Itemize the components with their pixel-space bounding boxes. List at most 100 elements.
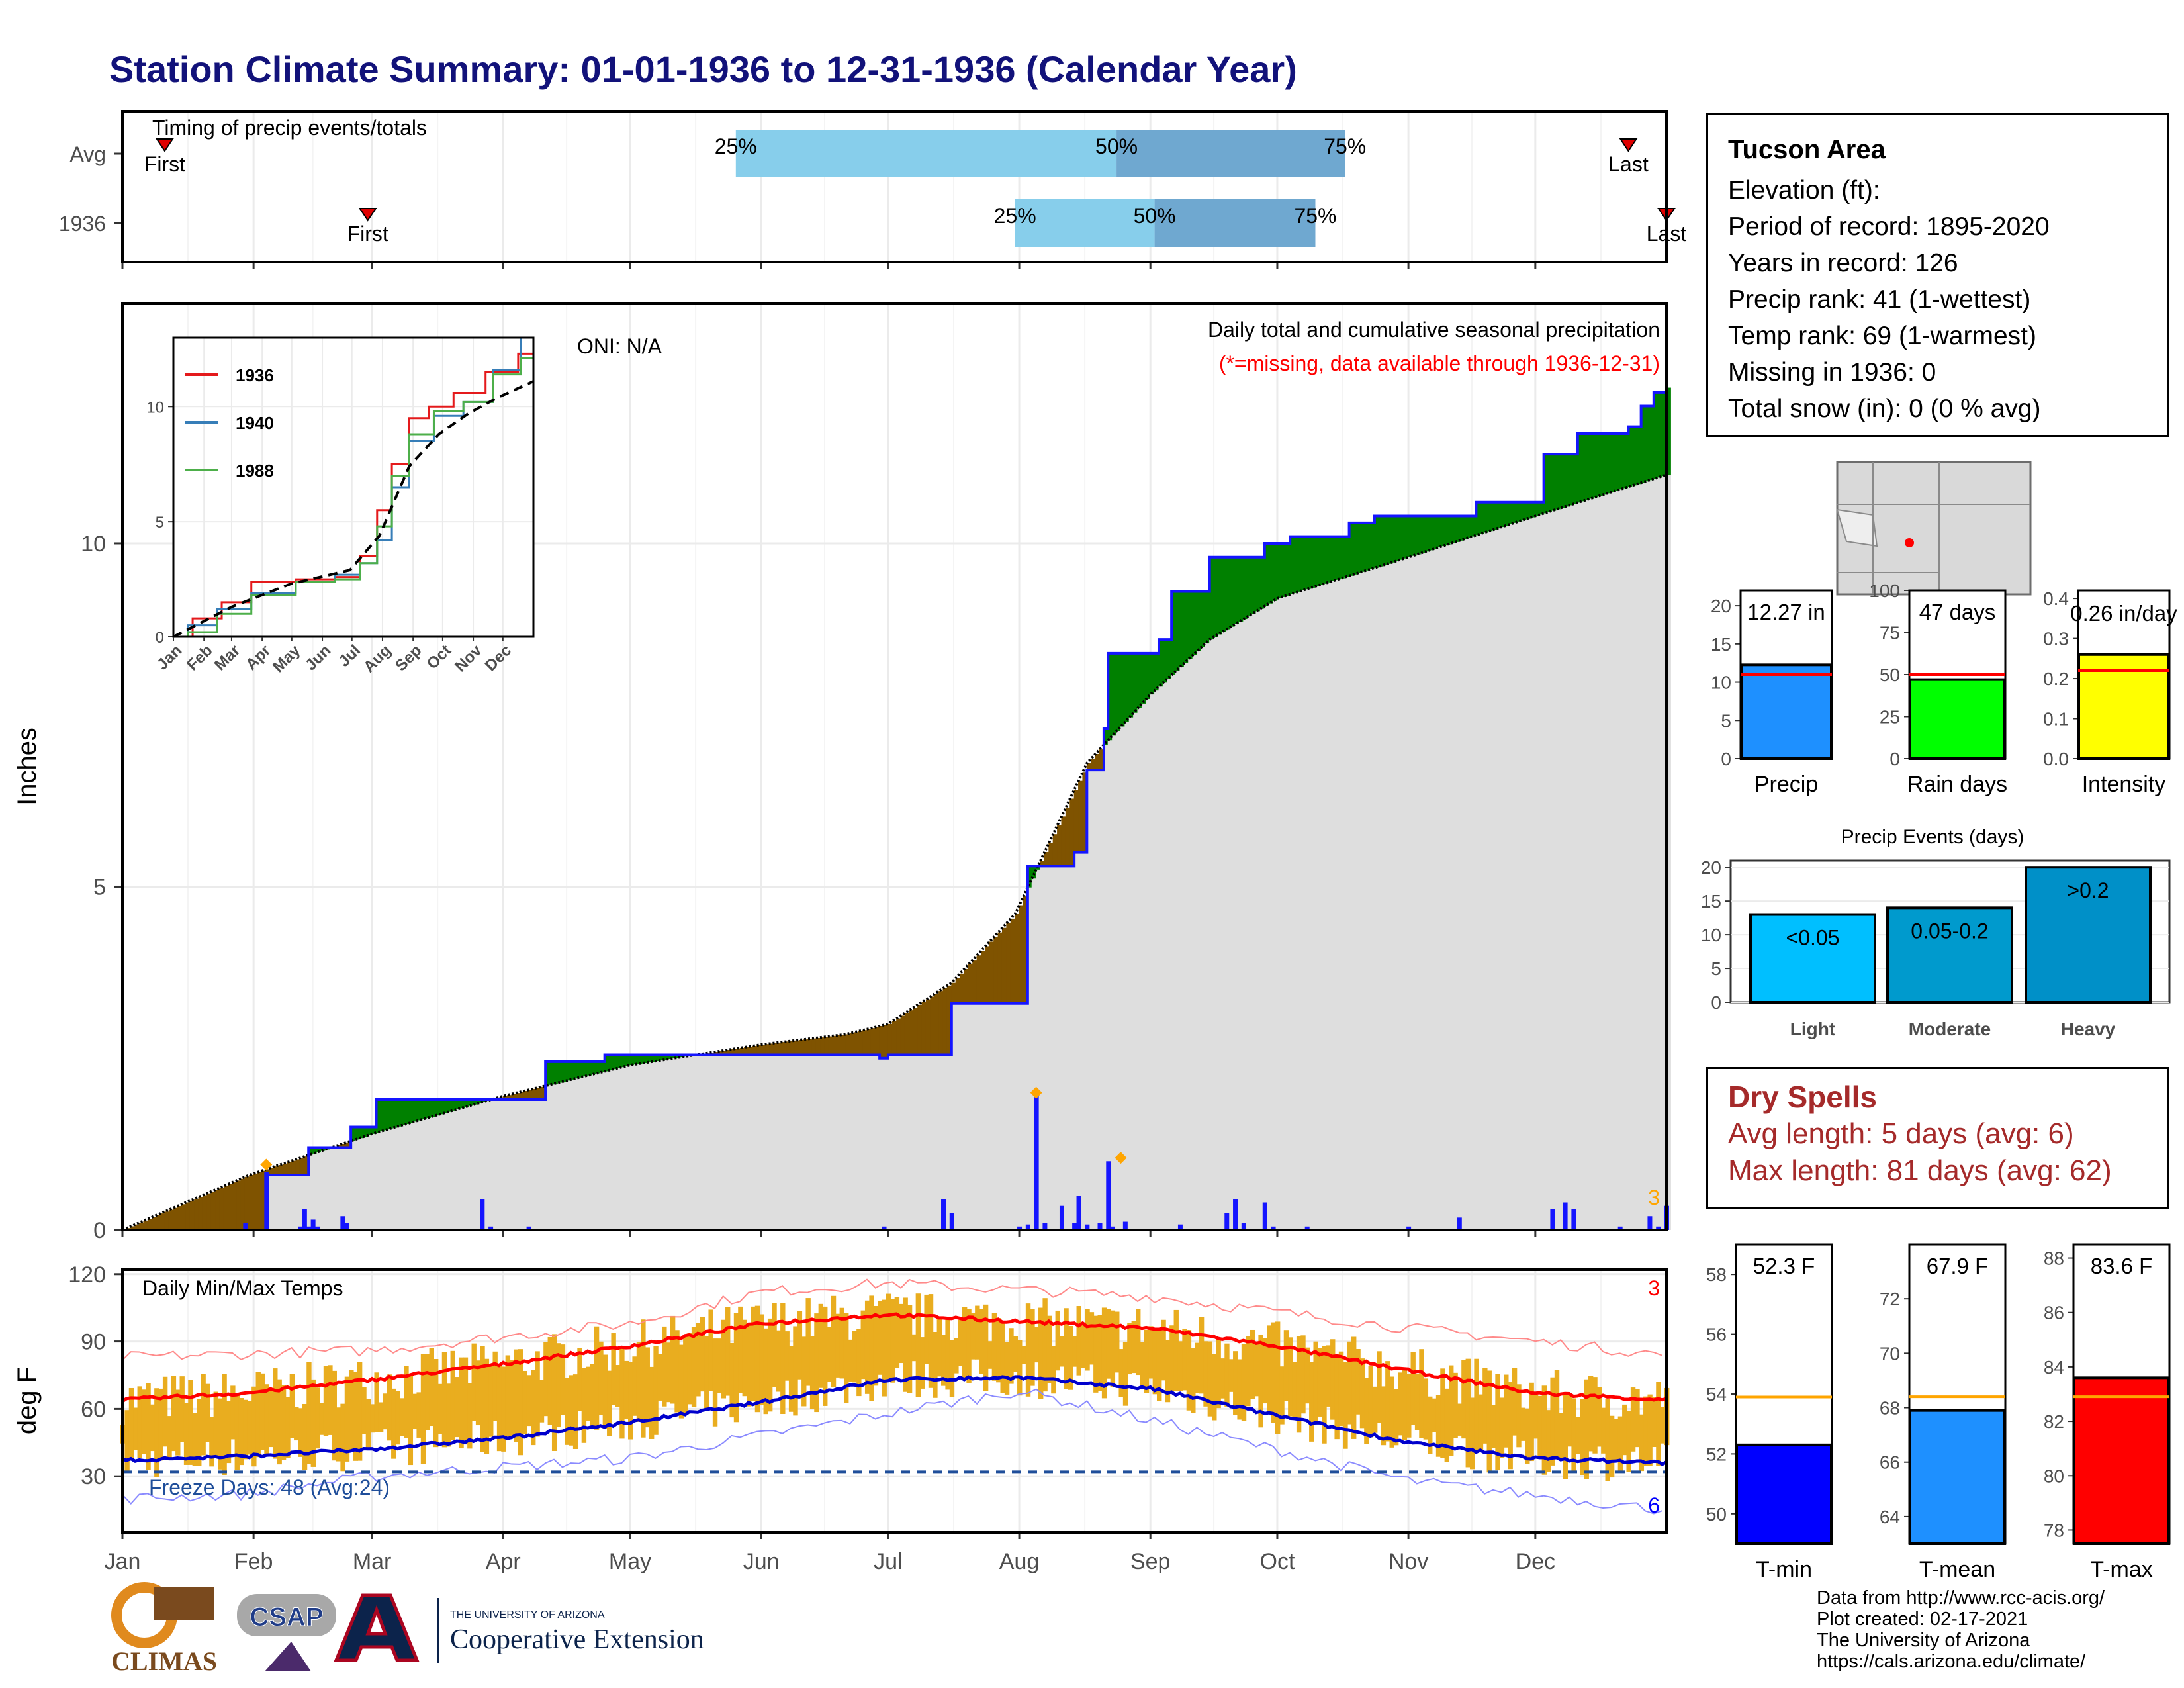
cumulative-avg-area: [490, 1100, 495, 1230]
y-axis-title: Inches: [13, 727, 42, 806]
cumulative-avg-area: [672, 1058, 677, 1230]
below-normal-area: [938, 991, 944, 1055]
daily-temp-range-bar: [911, 1334, 917, 1362]
daily-temp-range-bar: [1212, 1354, 1217, 1421]
csap-logo-mountain: [265, 1642, 311, 1671]
cumulative-avg-area: [371, 1133, 377, 1230]
above-normal-area: [1602, 434, 1608, 495]
daily-temp-range-bar: [1186, 1330, 1192, 1411]
cumulative-avg-area: [782, 1055, 788, 1230]
below-normal-area: [913, 1008, 919, 1055]
above-normal-area: [583, 1061, 588, 1077]
below-normal-area: [528, 1090, 533, 1100]
above-normal-area: [570, 1061, 576, 1080]
below-normal-area: [723, 1051, 728, 1055]
cumulative-avg-area: [1387, 563, 1392, 1230]
daily-temp-range-bar: [323, 1366, 329, 1436]
above-normal-area: [1408, 516, 1413, 557]
above-normal-area: [1374, 516, 1379, 568]
daily-temp-range-bar: [175, 1389, 181, 1456]
daily-temp-range-bar: [1021, 1346, 1026, 1364]
cumulative-avg-area: [1471, 536, 1477, 1231]
below-normal-area: [744, 1047, 749, 1055]
cumulative-avg-area: [655, 1061, 660, 1230]
daily-temp-range-bar: [1334, 1354, 1340, 1440]
below-normal-area: [134, 1224, 140, 1230]
daily-temp-range-bar: [1647, 1394, 1653, 1466]
below-normal-area: [177, 1206, 182, 1230]
cumulative-avg-area: [346, 1147, 351, 1230]
cumulative-avg-area: [549, 1084, 555, 1230]
daily-temp-range-bar: [437, 1383, 443, 1434]
below-normal-area: [862, 1030, 868, 1055]
cumulative-avg-area: [1349, 575, 1354, 1230]
cumulative-avg-area: [778, 1055, 783, 1230]
daily-temp-range-bar: [907, 1305, 913, 1393]
below-normal-area: [139, 1222, 144, 1230]
cumulative-avg-area: [1522, 520, 1527, 1231]
cumulative-avg-area: [1167, 679, 1172, 1230]
cumulative-avg-area: [1615, 491, 1621, 1231]
daily-temp-range-bar: [1152, 1327, 1158, 1395]
daily-temp-range-bar: [788, 1346, 794, 1412]
record-max-line: [122, 1278, 1662, 1361]
above-normal-area: [617, 1055, 622, 1068]
daily-temp-range-bar: [319, 1403, 324, 1435]
cumulative-avg-area: [1378, 566, 1384, 1230]
daily-temp-range-bar: [1076, 1306, 1081, 1376]
above-normal-area: [553, 1061, 559, 1084]
above-normal-area: [1302, 536, 1308, 590]
daily-temp-range-bar: [623, 1360, 629, 1419]
cumulative-avg-area: [1222, 632, 1227, 1230]
daily-temp-range-bar: [797, 1311, 803, 1380]
daily-temp-range-bar: [1068, 1326, 1073, 1390]
daily-temp-range-bar: [827, 1327, 832, 1382]
cumulative-avg-area: [1154, 690, 1160, 1230]
cumulative-avg-area: [570, 1079, 576, 1230]
above-normal-area: [1285, 543, 1291, 596]
daily-temp-range-bar: [1122, 1341, 1128, 1406]
daily-temp-range-bar: [1406, 1374, 1412, 1438]
daily-temp-range-bar: [641, 1319, 646, 1438]
below-normal-area: [270, 1168, 275, 1176]
cumulative-avg-area: [384, 1130, 390, 1230]
extreme-count: 3: [1648, 1186, 1660, 1209]
stat-y-tick-label: 25: [1880, 707, 1900, 727]
below-normal-area: [727, 1050, 732, 1055]
below-normal-area: [249, 1175, 254, 1230]
above-normal-area: [1141, 653, 1147, 704]
daily-temp-range-bar: [378, 1402, 384, 1432]
record-high-count: 3: [1648, 1276, 1660, 1300]
daily-temp-range-bar: [1546, 1410, 1551, 1472]
above-normal-area: [574, 1061, 580, 1079]
cumulative-avg-area: [820, 1055, 825, 1230]
quartile-label: 50%: [1134, 204, 1176, 228]
quartile-label: 25%: [715, 134, 757, 158]
below-normal-area: [786, 1041, 792, 1055]
cumulative-avg-area: [507, 1099, 512, 1230]
above-normal-area: [447, 1099, 453, 1112]
below-normal-area: [794, 1040, 800, 1055]
cumulative-avg-area: [541, 1099, 546, 1230]
events-y-tick-label: 10: [1701, 925, 1721, 945]
daily-precip-bar: [1241, 1223, 1246, 1230]
above-normal-area: [1201, 591, 1206, 647]
daily-temp-range-bar: [754, 1305, 760, 1413]
timing-row-label: Avg: [69, 142, 106, 166]
below-normal-area: [346, 1142, 351, 1148]
daily-temp-range-bar: [1622, 1404, 1627, 1456]
above-normal-area: [1209, 557, 1214, 640]
daily-temp-range-bar: [1512, 1368, 1518, 1436]
above-normal-area: [1340, 536, 1345, 579]
daily-temp-range-bar: [1000, 1321, 1005, 1393]
above-normal-area: [1399, 516, 1405, 560]
cumulative-avg-area: [837, 1055, 842, 1230]
daily-temp-range-bar: [1575, 1417, 1581, 1454]
cumulative-avg-area: [1103, 745, 1109, 1230]
below-normal-area: [1069, 798, 1075, 867]
missing-data-caption: (*=missing, data available through 1936-…: [1219, 352, 1660, 375]
cumulative-avg-area: [1264, 606, 1269, 1230]
above-normal-area: [1543, 454, 1549, 514]
climas-logo-shape: [154, 1587, 214, 1620]
above-normal-area: [1361, 522, 1367, 572]
